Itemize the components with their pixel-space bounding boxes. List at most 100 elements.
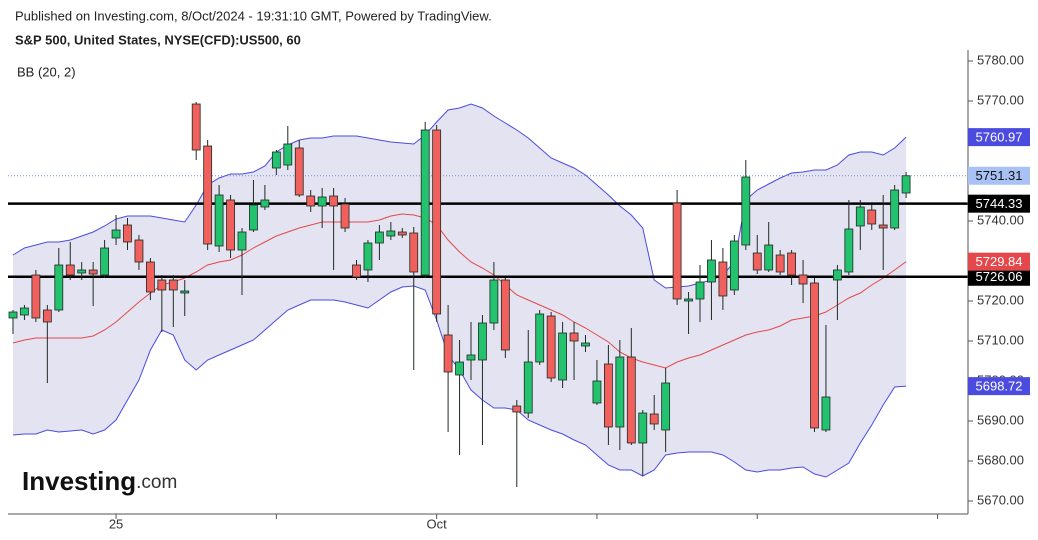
bollinger-upper-tag-label: 5760.97 xyxy=(976,130,1023,145)
candle-body xyxy=(180,290,190,294)
candle-body xyxy=(329,195,339,207)
candle-body xyxy=(890,189,900,229)
candle-body xyxy=(901,175,911,194)
x-tick-label: 25 xyxy=(109,516,123,531)
candle-body xyxy=(145,261,155,293)
candle-body xyxy=(317,196,327,207)
candle-body xyxy=(867,209,877,225)
candle-body xyxy=(546,315,556,379)
candle-body xyxy=(810,282,819,429)
bollinger-upper xyxy=(12,103,907,289)
candle-body xyxy=(283,143,293,166)
candle-body xyxy=(237,231,247,251)
candle-body xyxy=(752,252,762,271)
bollinger-band-fill xyxy=(13,104,907,477)
candle-body xyxy=(340,203,350,229)
candle-body xyxy=(775,254,785,273)
candle-body xyxy=(249,204,258,231)
candle-body xyxy=(718,261,728,297)
candle-body xyxy=(386,230,396,237)
last-price-tag-label: 5751.31 xyxy=(976,168,1023,183)
candle-body xyxy=(374,231,384,244)
indicator-label: BB (20, 2) xyxy=(17,64,76,79)
y-tick-label: 5670.00 xyxy=(977,492,1024,507)
candle-body xyxy=(855,206,865,227)
candle-body xyxy=(420,129,430,276)
y-tick-label: 5770.00 xyxy=(977,92,1024,107)
y-tick-label: 5690.00 xyxy=(977,412,1024,427)
candle-body xyxy=(168,279,178,291)
level-tag xyxy=(968,267,1030,286)
candle-body xyxy=(134,239,144,263)
candle-body xyxy=(764,244,774,271)
y-tick-label: 5710.00 xyxy=(977,332,1024,347)
candle-body xyxy=(878,224,888,229)
candle-body xyxy=(77,269,87,274)
candle-body xyxy=(661,382,671,431)
candle-body xyxy=(432,129,442,315)
y-tick-label: 5720.00 xyxy=(977,292,1024,307)
candle-body xyxy=(306,195,316,207)
bollinger-upper-tag xyxy=(968,128,1030,147)
candle-body xyxy=(684,298,693,302)
candle-body xyxy=(649,413,659,425)
candle-body xyxy=(54,264,64,311)
candle-body xyxy=(214,194,224,247)
y-tick-label: 5740.00 xyxy=(977,212,1024,227)
candle-body xyxy=(672,202,682,300)
candle-body xyxy=(397,231,407,236)
candle-body xyxy=(88,269,98,275)
y-tick-label: 5780.00 xyxy=(977,52,1024,67)
candle-body xyxy=(260,199,270,208)
candle-body xyxy=(707,259,716,283)
candle-body xyxy=(409,232,419,273)
candle-body xyxy=(535,313,545,363)
candle-body xyxy=(226,199,235,251)
candle-body xyxy=(844,228,854,273)
candle-body xyxy=(478,322,487,361)
candle-body xyxy=(157,279,167,291)
candle-body xyxy=(569,332,579,342)
candle-body xyxy=(455,361,464,376)
candle-body xyxy=(271,151,281,169)
candle-body xyxy=(352,264,361,278)
x-tick-label: Oct xyxy=(427,516,448,531)
bollinger-middle-tag-label: 5729.84 xyxy=(976,254,1023,269)
candle-body xyxy=(203,145,213,245)
candle-body xyxy=(191,103,201,151)
candle-body xyxy=(821,396,831,431)
candle-body xyxy=(558,332,567,381)
candle-body xyxy=(615,356,625,428)
plot-area xyxy=(8,102,968,487)
candle-body xyxy=(294,147,304,196)
candle-body xyxy=(604,363,613,428)
level-tag-label: 5726.06 xyxy=(976,269,1023,284)
chart-title: S&P 500, United States, NYSE(CFD):US500,… xyxy=(15,32,301,47)
candle-body xyxy=(443,334,453,373)
header-note: Published on Investing.com, 8/Oct/2024 -… xyxy=(15,8,492,23)
candle-body xyxy=(741,176,751,246)
bollinger-lower-tag-label: 5698.72 xyxy=(976,379,1023,394)
level-tag-label: 5744.33 xyxy=(976,196,1023,211)
candle-body xyxy=(581,342,590,347)
candle-body xyxy=(512,405,522,413)
candle-body xyxy=(523,361,533,414)
candle-body xyxy=(8,311,18,319)
candle-body xyxy=(65,264,75,276)
y-tick-label: 5680.00 xyxy=(977,452,1024,467)
logo: Investing.com xyxy=(22,466,177,496)
level-tag xyxy=(968,194,1030,213)
candle-body xyxy=(111,229,121,239)
last-price-tag xyxy=(968,166,1030,185)
logo-name: Investing xyxy=(22,466,136,496)
candle-body xyxy=(592,380,602,404)
bollinger-lower-tag xyxy=(968,377,1030,396)
logo-suffix: .com xyxy=(136,472,177,493)
candle-body xyxy=(20,307,29,316)
candle-body xyxy=(833,269,842,281)
candle-body xyxy=(31,274,41,319)
candle-body xyxy=(729,240,739,291)
candle-body xyxy=(466,354,476,361)
candle-body xyxy=(787,252,796,276)
candle-body xyxy=(100,247,109,276)
